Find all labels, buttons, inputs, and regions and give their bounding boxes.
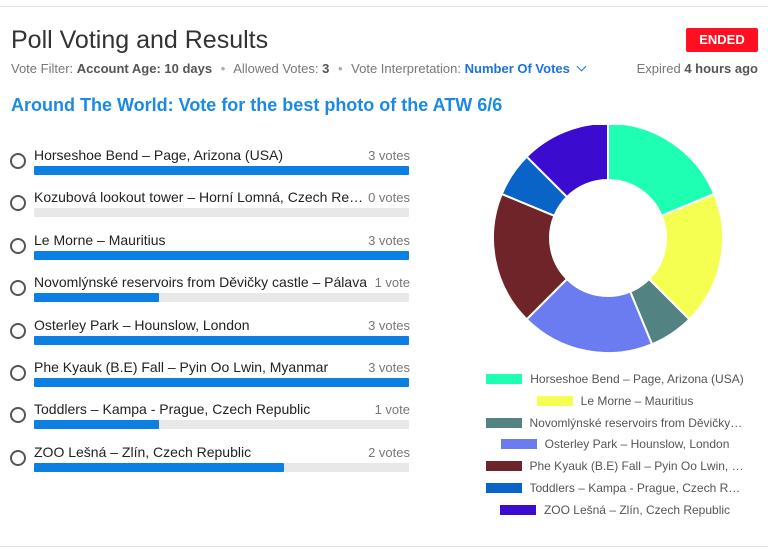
option-vote-count: 3 votes (368, 148, 410, 163)
option-label: Osterley Park – Hounslow, London (34, 316, 250, 333)
radio-unchecked-icon[interactable] (10, 153, 26, 169)
interpretation-dropdown[interactable]: Number Of Votes (464, 61, 587, 76)
option-vote-count: 3 votes (368, 360, 410, 375)
option-label: Horseshoe Bend – Page, Arizona (USA) (34, 147, 284, 163)
allowed-votes-value: 3 (322, 61, 330, 76)
radio-unchecked-icon[interactable] (10, 280, 26, 297)
poll-option[interactable]: Horseshoe Bend – Page, Arizona (USA) 3 vo… (10, 145, 410, 185)
chevron-down-icon (576, 61, 587, 72)
legend-label: Horseshoe Bend – Page, Arizona (USA) (530, 372, 744, 386)
legend-item[interactable]: Osterley Park – Hounslow, London (480, 435, 750, 453)
filter-label: Vote Filter: (11, 61, 74, 76)
filter-value: Account Age: 10 days (76, 61, 213, 76)
vote-bar-fill (34, 250, 409, 260)
poll-option[interactable]: ZOO Lešná – Zlín, Czech Republic 2 votes (10, 442, 410, 482)
poll-option[interactable]: Toddlers – Kampa - Prague, Czech Republi… (10, 399, 410, 439)
legend-label: ZOO Lešná – Zlín, Czech Republic (543, 502, 731, 517)
legend-label: Novomlýnské reservoirs from Děvičky cast… (529, 415, 745, 430)
option-vote-count: 1 vote (374, 275, 410, 291)
legend-label: Osterley Park – Hounslow, London (544, 437, 730, 452)
donut-slice (647, 192, 724, 321)
legend-swatch (536, 395, 573, 406)
poll-option[interactable]: Phe Kyauk (B.E) Fall – Pyin Oo Lwin, Mya… (10, 357, 410, 397)
vote-bar-track (34, 335, 409, 345)
radio-unchecked-icon[interactable] (10, 195, 26, 212)
option-vote-count: 0 votes (368, 190, 410, 206)
expired-prefix: Expired (636, 61, 681, 76)
vote-bar-fill (34, 420, 159, 430)
legend-swatch (486, 374, 523, 384)
vote-bar-track (34, 293, 409, 303)
vote-bar-track (34, 378, 409, 387)
donut-slice (607, 125, 716, 218)
legend-swatch (485, 417, 522, 428)
results-donut-chart (492, 125, 724, 354)
legend-item[interactable]: Horseshoe Bend – Page, Arizona (USA) (480, 370, 750, 388)
page-title: Poll Voting and Results (11, 26, 269, 54)
legend-swatch (499, 504, 536, 515)
poll-option[interactable]: Kozubová lookout tower – Horní Lomná, Cz… (10, 187, 410, 227)
legend-item[interactable]: Le Morne – Mauritius (480, 392, 750, 410)
vote-bar-fill (34, 166, 409, 175)
option-vote-count: 3 votes (368, 317, 410, 333)
option-label: Toddlers – Kampa - Prague, Czech Republi… (34, 401, 311, 418)
vote-bar-track (34, 420, 409, 430)
radio-unchecked-icon[interactable] (10, 365, 26, 381)
radio-unchecked-icon[interactable] (10, 449, 26, 466)
top-divider (0, 6, 768, 7)
option-label: ZOO Lešná – Zlín, Czech Republic (34, 443, 252, 460)
vote-bar-fill (34, 293, 159, 303)
option-label: Phe Kyauk (B.E) Fall – Pyin Oo Lwin, Mya… (34, 359, 329, 375)
poll-meta: Vote Filter: Account Age: 10 days • Allo… (11, 61, 587, 76)
legend-swatch (485, 461, 522, 472)
option-vote-count: 2 votes (368, 444, 410, 460)
radio-unchecked-icon[interactable] (10, 237, 26, 254)
status-badge: ENDED (686, 28, 758, 52)
option-label: Kozubová lookout tower – Horní Lomná, Cz… (34, 189, 367, 206)
vote-bar-track (34, 462, 409, 472)
legend-item[interactable]: Phe Kyauk (B.E) Fall – Pyin Oo Lwin, Mya… (480, 457, 750, 475)
interpretation-label: Vote Interpretation: (351, 61, 462, 76)
legend-label: Phe Kyauk (B.E) Fall – Pyin Oo Lwin, Mya… (529, 459, 745, 474)
donut-slice (492, 192, 569, 321)
meta-separator: • (220, 61, 226, 76)
vote-bar-fill (34, 462, 284, 472)
bottom-divider (0, 546, 768, 547)
poll-option[interactable]: Osterley Park – Hounslow, London 3 votes (10, 315, 410, 355)
legend-item[interactable]: Novomlýnské reservoirs from Děvičky cast… (480, 414, 750, 432)
legend-swatch (485, 483, 522, 493)
option-vote-count: 1 vote (374, 402, 410, 418)
donut-slice (525, 277, 654, 354)
interpretation-value: Number Of Votes (464, 61, 570, 76)
legend-label: Toddlers – Kampa - Prague, Czech Republi… (529, 481, 745, 495)
radio-unchecked-icon[interactable] (10, 322, 26, 339)
poll-question: Around The World: Vote for the best phot… (11, 95, 503, 115)
expired-value: 4 hours ago (684, 61, 758, 76)
radio-unchecked-icon[interactable] (10, 407, 26, 424)
vote-bar-fill (34, 378, 409, 387)
legend-swatch (500, 439, 537, 450)
option-label: Novomlýnské reservoirs from Děvičky cast… (34, 274, 367, 291)
vote-bar-track (34, 166, 409, 175)
option-label: Le Morne – Mauritius (34, 231, 166, 248)
vote-bar-track (34, 208, 409, 218)
legend-item[interactable]: ZOO Lešná – Zlín, Czech Republic (480, 501, 750, 519)
expired-info: Expired 4 hours ago (637, 61, 758, 76)
vote-bar-fill (34, 335, 409, 345)
legend-label: Le Morne – Mauritius (580, 393, 694, 408)
poll-option[interactable]: Novomlýnské reservoirs from Děvičky cast… (10, 272, 410, 312)
option-vote-count: 3 votes (368, 232, 410, 248)
legend-item[interactable]: Toddlers – Kampa - Prague, Czech Republi… (480, 479, 750, 497)
allowed-votes-label: Allowed Votes: (233, 61, 319, 76)
meta-separator: • (337, 61, 343, 76)
poll-option[interactable]: Le Morne – Mauritius 3 votes (10, 230, 410, 270)
donut-slice (525, 125, 609, 199)
vote-bar-track (34, 250, 409, 260)
